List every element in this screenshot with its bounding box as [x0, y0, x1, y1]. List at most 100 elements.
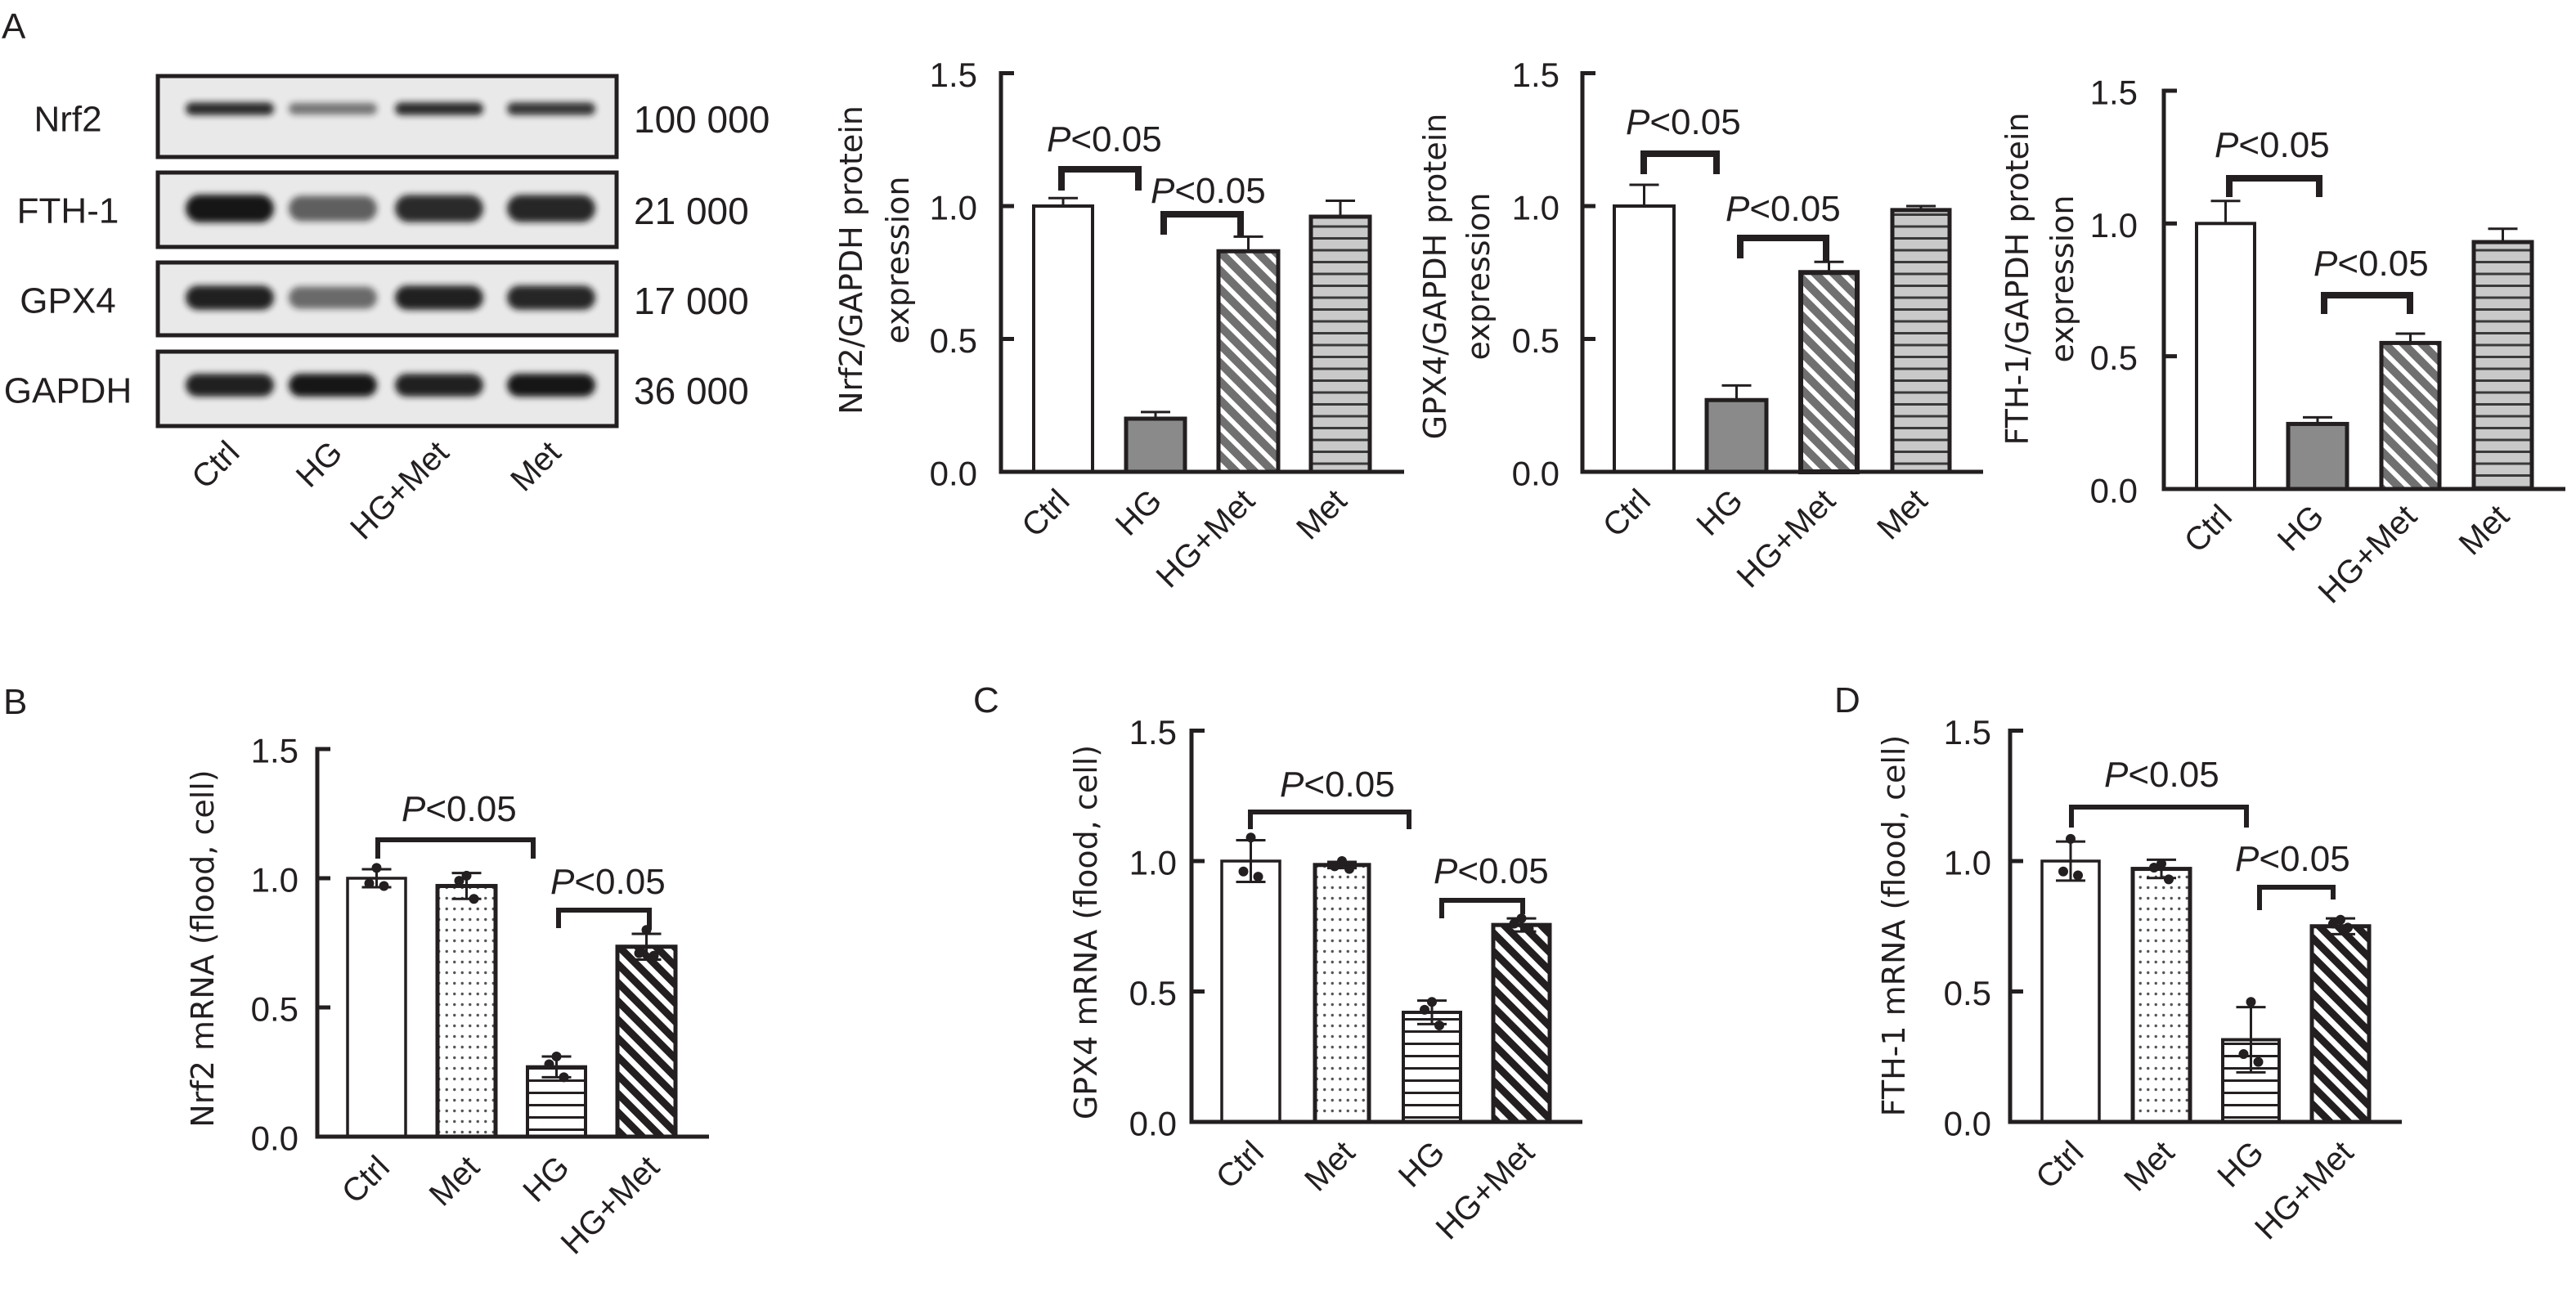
significance-label: P<0.05 [2215, 125, 2330, 165]
data-point [1344, 864, 1354, 874]
y-tick-label: 0.0 [1512, 455, 1560, 493]
y-tick-label: 1.0 [2090, 206, 2138, 244]
significance-label: P<0.05 [2235, 839, 2350, 879]
data-point [2246, 997, 2256, 1007]
protein-band [289, 102, 377, 115]
significance-label: P<0.05 [402, 789, 517, 829]
error-bar [1721, 384, 1752, 401]
significance-label: P<0.05 [1726, 189, 1841, 229]
blot-row-label: GPX4 [20, 281, 115, 321]
protein-band [507, 285, 595, 310]
p-threshold: <0.05 [2238, 125, 2329, 165]
x-tick-label: Met [1298, 1134, 1362, 1198]
data-point [1337, 856, 1347, 866]
significance-bracket [1160, 211, 1244, 236]
error-bar [2488, 227, 2518, 243]
p-symbol: P [1726, 189, 1750, 229]
bar [1890, 208, 1952, 474]
bar [2379, 340, 2442, 491]
bar [2040, 859, 2101, 1124]
y-tick-label: 1.0 [1129, 844, 1177, 882]
bar-chart-nrf2-protein: Nrf2/GAPDH protein expression 0.0 0.5 1.0 1.5… [833, 56, 1404, 594]
bar [346, 877, 407, 1138]
y-tick-label: 0.0 [251, 1119, 298, 1158]
bar [1313, 863, 1371, 1124]
data-point [1420, 1004, 1429, 1015]
error-bar [2303, 415, 2332, 424]
x-tick-label: Met [2117, 1134, 2181, 1198]
y-tick-label: 0.5 [930, 321, 977, 360]
protein-band [186, 374, 274, 397]
significance-bracket [1640, 150, 1720, 174]
panel-label-d: D [1834, 680, 1860, 720]
error-bar [2236, 1006, 2266, 1074]
x-tick-label: HG [1392, 1134, 1452, 1195]
p-symbol: P [1280, 765, 1304, 805]
significance-bracket [2257, 885, 2336, 910]
x-tick-label: Met [1870, 482, 1934, 546]
bar [2195, 222, 2256, 491]
protein-band [186, 102, 274, 115]
data-point [2073, 870, 2083, 881]
significance-label: P<0.05 [2313, 244, 2429, 284]
data-point [1238, 866, 1249, 877]
x-tick-label: HG+Met [1730, 482, 1842, 594]
x-tick-label: Ctrl [1596, 482, 1658, 544]
bar [1220, 859, 1281, 1124]
bar [1216, 249, 1281, 474]
y-axis-title: FTH-1 mRNA (flood, cell) [1876, 735, 1912, 1117]
panel-label-c: C [973, 680, 999, 720]
y-axis-title: expression [2044, 195, 2080, 363]
p-symbol: P [2104, 755, 2129, 795]
data-point [1516, 913, 1527, 924]
x-tick-label: HG+Met [1150, 482, 1262, 594]
p-symbol: P [1047, 119, 1071, 159]
x-tick-label: HG+Met [2248, 1134, 2360, 1246]
panel-label-a: A [2, 7, 26, 47]
y-axis-title: FTH-1/GAPDH protein [1999, 112, 2035, 445]
bar-chart-fth1-mrna: FTH-1 mRNA (flood, cell) 0.0 0.5 1.0 1.5 Ctrl… [1876, 713, 2402, 1246]
y-axis-title: Nrf2 mRNA (flood, cell) [185, 769, 221, 1127]
data-point [551, 1052, 562, 1062]
y-tick-label: 0.0 [1944, 1105, 1991, 1143]
lane-label: Ctrl [185, 434, 246, 496]
y-tick-label: 0.5 [1944, 974, 1991, 1012]
molecular-weight-label: 100 000 [634, 98, 770, 141]
p-symbol: P [402, 789, 426, 829]
blot-row-label: Nrf2 [34, 100, 101, 140]
p-symbol: P [550, 862, 575, 902]
y-tick-label: 1.5 [251, 732, 298, 770]
significance-bracket [2069, 805, 2249, 828]
data-point [364, 878, 375, 889]
x-tick-label: HG+Met [554, 1149, 666, 1261]
protein-band [395, 374, 483, 397]
bar [1798, 270, 1860, 474]
lane-label: HG+Met [343, 434, 456, 546]
x-tick-label: HG+Met [1429, 1134, 1542, 1246]
x-tick-label: HG [2210, 1134, 2271, 1195]
bar [1704, 397, 1769, 474]
data-point [2066, 833, 2076, 844]
bar [1491, 922, 1552, 1124]
x-tick-label: Ctrl [2029, 1134, 2090, 1196]
data-point [1253, 872, 1263, 882]
protein-band [289, 195, 377, 222]
y-tick-label: 0.5 [2090, 339, 2138, 377]
p-threshold: <0.05 [574, 862, 665, 902]
p-threshold: <0.05 [2128, 755, 2219, 795]
molecular-weight-label: 21 000 [634, 190, 749, 232]
significance-label: P<0.05 [2104, 755, 2219, 795]
x-tick-label: HG+Met [2312, 498, 2424, 610]
lane-label: Met [504, 434, 568, 498]
error-bar [1233, 235, 1263, 252]
protein-band [289, 374, 377, 397]
p-threshold: <0.05 [1749, 189, 1840, 229]
y-tick-label: 1.5 [1944, 713, 1991, 751]
y-axis-title: Nrf2/GAPDH protein [833, 105, 869, 415]
bar [1308, 214, 1372, 474]
lane-label: HG [289, 434, 350, 495]
bar [1402, 1011, 1462, 1124]
significance-label: P<0.05 [1151, 171, 1266, 211]
x-tick-label: Met [1290, 482, 1353, 546]
data-point [544, 1059, 554, 1070]
